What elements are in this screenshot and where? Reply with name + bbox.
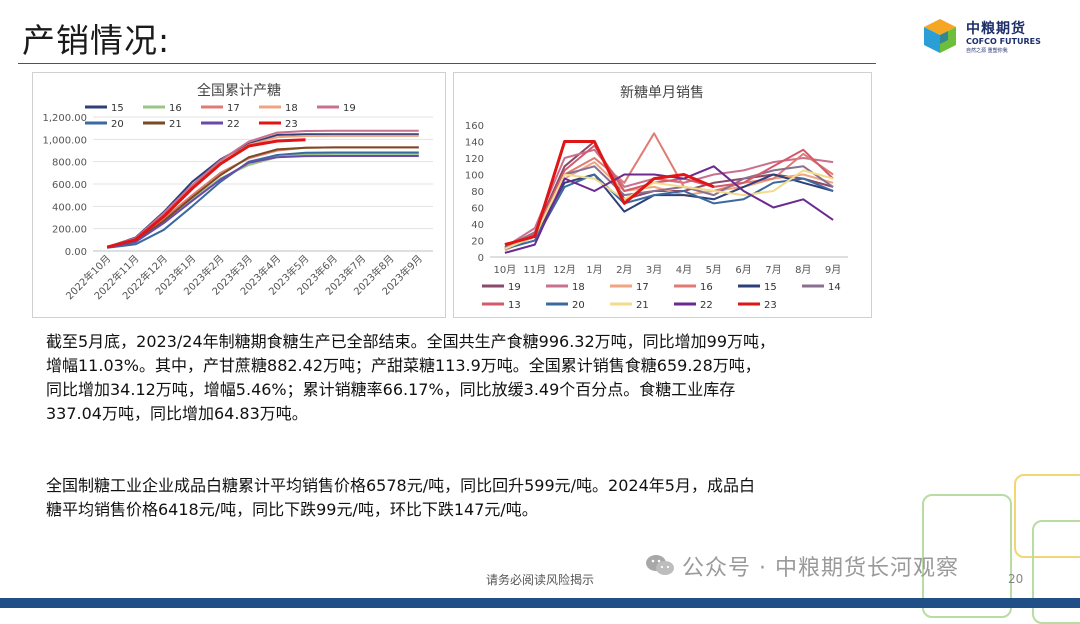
title-divider: [18, 63, 876, 64]
series-line-20: [504, 173, 834, 250]
legend-label-16: 16: [169, 103, 182, 114]
legend-label-18: 18: [285, 103, 298, 114]
logo-text-cn: 中粮期货: [966, 21, 1026, 37]
x-tick-label: 12月: [553, 264, 576, 276]
legend-label-20: 20: [572, 300, 585, 311]
series-line-21: [106, 146, 419, 249]
legend-label-21: 21: [636, 300, 649, 311]
y-tick-label: 140: [465, 138, 484, 149]
y-tick-label: 200.00: [52, 225, 87, 236]
wechat-icon: [646, 555, 674, 575]
y-tick-label: 1,200.00: [42, 113, 87, 124]
x-tick-label: 9月: [825, 264, 841, 276]
legend-label-23: 23: [285, 119, 298, 130]
chart-cumulative-production-svg: 全国累计产糖 0.00 200.00 400.00 600.00 800.00 1,000.…: [42, 82, 433, 302]
logo-tagline: 自然之源 重塑你我: [966, 48, 1008, 54]
legend-label-21: 21: [169, 119, 182, 130]
footer-bar: [0, 598, 1080, 608]
paragraph-price-summary: 全国制糖工业企业成品白糖累计平均销售价格6578元/吨，同比回升599元/吨。2…: [46, 474, 926, 522]
legend-label-14: 14: [828, 282, 841, 293]
risk-disclaimer: 请务必阅读风险揭示: [485, 573, 594, 587]
legend-label-15: 15: [111, 103, 124, 114]
page-number: 20: [1008, 572, 1024, 586]
y-tick-label: 400.00: [52, 202, 87, 213]
y-tick-label: 20: [471, 237, 484, 248]
y-tick-label: 0: [478, 253, 484, 264]
decorative-frame: [1014, 474, 1080, 558]
x-tick-label: 6月: [735, 264, 751, 276]
chart-monthly-sales-svg: 新糖单月销售 0 20 40 60 80 100 120 140 160 10月 11月 12月 1月 2月…: [465, 85, 848, 311]
legend-label-19: 19: [343, 103, 356, 114]
y-tick-label: 60: [471, 204, 484, 215]
x-tick-label: 5月: [706, 264, 722, 276]
x-tick-label: 7月: [765, 264, 781, 276]
x-tick-label: 3月: [646, 264, 662, 276]
chart-monthly-sales: 新糖单月销售 0 20 40 60 80 100 120 140 160 10月 11月 12月 1月 2月…: [453, 72, 872, 318]
x-tick-label: 10月: [494, 264, 517, 276]
series-line-22: [107, 155, 419, 249]
legend-label-17: 17: [636, 282, 649, 293]
series-line-23: [106, 138, 306, 249]
watermark-text: 公众号 · 中粮期货长河观察: [682, 556, 959, 581]
cofco-cube-icon: [924, 19, 956, 53]
paragraph-line: 增幅11.03%。其中，产甘蔗糖882.42万吨；产甜菜糖113.9万吨。全国累…: [46, 356, 761, 375]
slide-title: 产销情况:: [22, 21, 171, 60]
series-line-23: [504, 140, 715, 247]
series-line-17: [106, 146, 419, 249]
x-tick-label: 2月: [616, 264, 632, 276]
y-tick-label: 40: [471, 220, 484, 231]
chart-title: 新糖单月销售: [620, 85, 704, 101]
paragraph-line: 同比增加34.12万吨，增幅5.46%；累计销糖率66.17%，同比放缓3.49…: [46, 380, 736, 399]
y-tick-label: 120: [465, 154, 484, 165]
y-tick-label: 800.00: [52, 158, 87, 169]
legend-label-15: 15: [764, 282, 777, 293]
y-tick-label: 0.00: [65, 247, 87, 258]
paragraph-line: 糖平均销售价格6418元/吨，同比下跌99元/吨，环比下跌147元/吨。: [46, 500, 538, 519]
y-tick-label: 100: [465, 171, 484, 182]
x-tick-label: 1月: [586, 264, 602, 276]
legend-label-19: 19: [508, 282, 521, 293]
series-line-21: [504, 169, 834, 250]
paragraph-line: 337.04万吨，同比增加64.83万吨。: [46, 404, 308, 423]
legend-label-16: 16: [700, 282, 713, 293]
x-tick-label: 4月: [676, 264, 692, 276]
y-tick-label: 160: [465, 121, 484, 132]
legend-label-20: 20: [111, 119, 124, 130]
series-line-20: [107, 151, 419, 249]
series-line-13: [504, 144, 834, 250]
legend-label-18: 18: [572, 282, 585, 293]
y-tick-label: 80: [471, 187, 484, 198]
series-line-16: [106, 152, 419, 249]
chart-cumulative-production: 全国累计产糖 0.00 200.00 400.00 600.00 800.00 1,000.…: [32, 72, 446, 318]
legend-label-17: 17: [227, 103, 240, 114]
x-tick-label: 11月: [523, 264, 546, 276]
logo-text-en: COFCO FUTURES: [966, 37, 1041, 46]
legend-label-22: 22: [700, 300, 713, 311]
series-line-19: [106, 129, 419, 249]
y-tick-label: 600.00: [52, 180, 87, 191]
paragraph-production-summary: 截至5月底，2023/24年制糖期食糖生产已全部结束。全国共生产食糖996.32…: [46, 330, 926, 426]
legend-label-22: 22: [227, 119, 240, 130]
legend-label-23: 23: [764, 300, 777, 311]
x-tick-label: 8月: [795, 264, 811, 276]
paragraph-line: 全国制糖工业企业成品白糖累计平均销售价格6578元/吨，同比回升599元/吨。2…: [46, 476, 755, 495]
paragraph-line: 截至5月底，2023/24年制糖期食糖生产已全部结束。全国共生产食糖996.32…: [46, 332, 775, 351]
chart-title: 全国累计产糖: [197, 82, 281, 99]
legend-label-13: 13: [508, 300, 521, 311]
brand-logo: 中粮期货 COFCO FUTURES 自然之源 重塑你我: [920, 16, 1060, 56]
y-tick-label: 1,000.00: [42, 135, 87, 146]
